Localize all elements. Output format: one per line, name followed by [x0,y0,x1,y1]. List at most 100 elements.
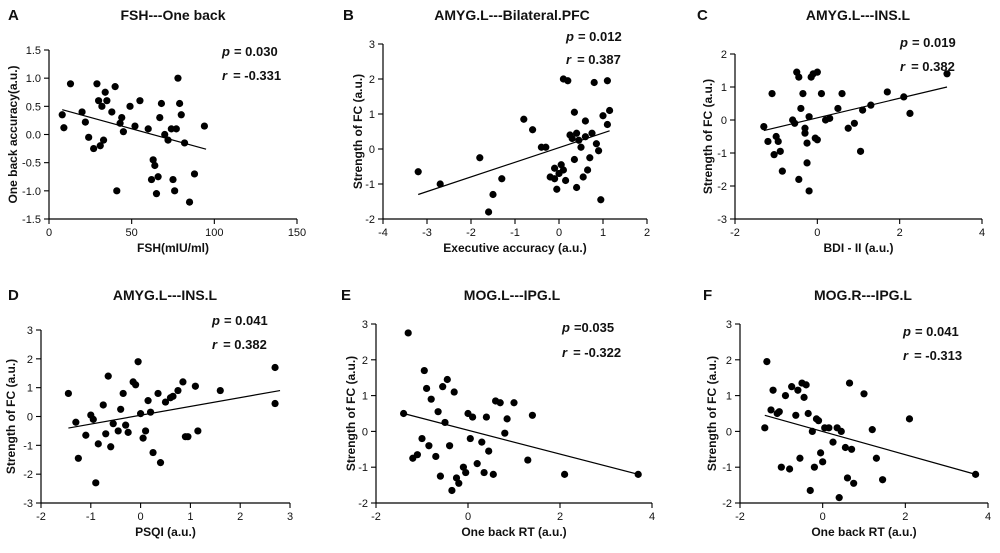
data-point [564,77,572,85]
data-point [801,124,809,132]
data-point [139,434,147,442]
data-point [98,102,106,110]
data-point [573,129,581,137]
x-tick-label: -4 [378,227,388,239]
data-point [81,118,89,126]
data-point [496,399,504,407]
data-point [131,122,139,130]
data-point [800,393,808,401]
data-point [794,386,802,394]
y-tick-label: -2 [722,498,732,510]
data-point [413,451,421,459]
panel-letter: F [703,287,712,304]
data-point [501,429,509,437]
panel-letter: A [8,7,19,24]
data-point [843,474,852,482]
data-point [573,183,581,192]
y-tick-label: 3 [27,325,33,337]
data-point [107,443,115,451]
data-point [92,479,100,487]
data-point [850,119,858,127]
r-value: = 0.387 [577,52,621,67]
data-point [562,176,570,185]
y-tick-label: -2 [358,498,368,510]
x-tick-label: 0 [814,227,820,239]
y-tick-label: -1 [717,148,727,160]
y-tick-label: 2 [726,355,732,367]
data-point [770,151,778,159]
data-point [603,77,612,85]
data-point [905,415,914,423]
chart-title: FSH---One back [120,7,225,23]
y-axis-label: Strength of FC (a.u.) [344,356,358,471]
data-point [167,125,175,133]
data-point [542,143,550,151]
data-point [94,440,102,448]
data-point [872,454,881,462]
data-point [144,397,152,405]
data-point [777,463,785,471]
p-value-annotation: p =0.035 [561,320,614,335]
data-point [216,386,224,395]
data-point [190,170,199,178]
y-tick-label: 0 [27,412,33,424]
regression-line [764,414,976,475]
data-point [118,114,126,122]
r-symbol: r [900,59,906,74]
panel-letter: D [8,287,19,304]
data-point [791,119,799,127]
data-point [551,175,559,183]
data-point [108,108,116,116]
chart-title: MOG.L---IPG.L [464,287,561,303]
data-point [761,424,769,432]
data-point [149,448,157,457]
p-value: = 0.012 [578,29,622,44]
data-point [867,101,875,109]
regression-line [68,389,281,429]
y-tick-label: 1.5 [26,45,41,57]
data-point [775,408,783,416]
data-point [528,411,537,419]
r-symbol: r [562,345,568,360]
r-value-annotation: r = -0.331 [222,68,281,83]
data-point [829,438,837,446]
data-point [588,129,596,137]
x-tick-label: 3 [287,511,293,523]
x-tick-label: 0 [820,511,826,523]
x-axis-label: FSH(mIU/ml) [137,241,209,255]
data-point [603,120,612,129]
data-point [570,155,579,164]
data-point [796,454,804,462]
p-value-annotation: p = 0.041 [211,313,268,328]
data-point [883,88,891,96]
data-point [446,442,454,450]
data-point [174,74,182,82]
data-point [74,454,82,462]
y-axis-label: One back accuracy(a.u.) [6,65,20,203]
data-point [146,408,155,416]
data-point [480,468,488,477]
x-tick-label: 0 [138,511,144,523]
data-point [586,154,594,162]
data-point [792,411,800,419]
y-tick-label: -3 [23,498,33,510]
data-point [844,124,852,132]
data-point [132,381,140,389]
p-value: = 0.030 [234,44,278,59]
data-point [144,125,152,133]
data-point [177,111,185,119]
data-point [103,97,111,105]
r-value-annotation: r = 0.382 [212,337,267,352]
data-point [498,175,506,183]
r-value-annotation: r = 0.387 [566,52,621,67]
y-tick-label: -2 [717,181,727,193]
data-point [423,384,431,393]
chart-title: AMYG.L---Bilateral.PFC [434,7,590,23]
data-point [767,406,775,414]
chart-title: AMYG.L---INS.L [806,7,911,23]
data-point [906,109,914,117]
data-point [485,208,493,216]
data-point [803,139,811,147]
y-tick-label: 0 [721,115,727,127]
